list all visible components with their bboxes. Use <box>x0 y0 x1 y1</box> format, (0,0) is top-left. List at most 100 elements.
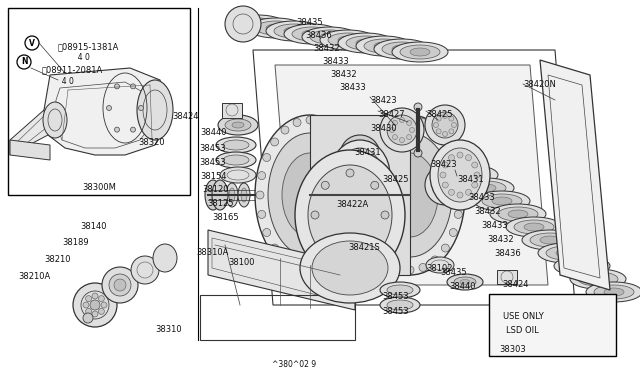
Ellipse shape <box>248 21 268 29</box>
Ellipse shape <box>392 42 448 62</box>
Circle shape <box>258 171 266 180</box>
Circle shape <box>340 172 346 178</box>
Circle shape <box>371 138 379 146</box>
Circle shape <box>442 131 447 137</box>
Circle shape <box>371 244 379 252</box>
Circle shape <box>465 155 472 161</box>
Ellipse shape <box>223 155 249 165</box>
Circle shape <box>358 211 365 218</box>
Ellipse shape <box>387 285 413 295</box>
Text: 38420N: 38420N <box>523 80 556 89</box>
Ellipse shape <box>238 183 250 207</box>
Ellipse shape <box>347 222 373 248</box>
Ellipse shape <box>338 36 358 44</box>
Circle shape <box>472 162 477 168</box>
Circle shape <box>357 152 363 158</box>
Ellipse shape <box>328 33 368 47</box>
Ellipse shape <box>225 6 261 42</box>
Text: 38424: 38424 <box>502 280 529 289</box>
Circle shape <box>363 228 371 237</box>
Ellipse shape <box>492 197 512 205</box>
Text: 38310A: 38310A <box>196 248 228 257</box>
Ellipse shape <box>522 230 578 250</box>
Ellipse shape <box>530 233 570 247</box>
Circle shape <box>431 126 439 134</box>
Circle shape <box>256 191 264 199</box>
Ellipse shape <box>508 210 528 218</box>
Ellipse shape <box>220 167 256 183</box>
Circle shape <box>457 192 463 198</box>
Text: ⓘ08911-2081A: ⓘ08911-2081A <box>42 65 103 74</box>
Circle shape <box>319 119 327 126</box>
Text: Ⓥ08915-1381A: Ⓥ08915-1381A <box>58 42 120 51</box>
Circle shape <box>454 211 462 218</box>
Ellipse shape <box>432 112 458 138</box>
Ellipse shape <box>392 45 412 53</box>
Text: 38425: 38425 <box>426 110 452 119</box>
Circle shape <box>90 300 100 310</box>
Circle shape <box>456 191 464 199</box>
Text: 38431: 38431 <box>354 148 381 157</box>
Circle shape <box>406 116 414 124</box>
Circle shape <box>465 189 472 195</box>
Circle shape <box>258 211 266 218</box>
Ellipse shape <box>380 297 420 313</box>
Circle shape <box>457 152 463 158</box>
Circle shape <box>358 171 365 180</box>
Text: 38440: 38440 <box>449 282 476 291</box>
Circle shape <box>106 106 111 110</box>
Ellipse shape <box>347 142 373 168</box>
Circle shape <box>392 121 397 125</box>
Circle shape <box>393 119 401 126</box>
Circle shape <box>262 228 271 237</box>
Circle shape <box>306 116 314 124</box>
Circle shape <box>356 191 364 199</box>
Circle shape <box>86 308 92 314</box>
Ellipse shape <box>310 30 350 44</box>
Ellipse shape <box>216 152 256 168</box>
Ellipse shape <box>425 105 465 145</box>
Polygon shape <box>310 115 410 275</box>
Ellipse shape <box>425 165 465 205</box>
Circle shape <box>474 172 480 178</box>
Ellipse shape <box>604 288 624 296</box>
Ellipse shape <box>226 183 238 207</box>
Text: 38427: 38427 <box>378 110 404 119</box>
Ellipse shape <box>382 153 438 237</box>
Circle shape <box>346 169 354 177</box>
Text: 38435: 38435 <box>296 18 323 27</box>
Text: 38432: 38432 <box>330 70 356 79</box>
Text: 38425: 38425 <box>382 175 408 184</box>
Circle shape <box>321 181 329 189</box>
Ellipse shape <box>102 267 138 303</box>
Ellipse shape <box>346 36 386 50</box>
Circle shape <box>454 171 462 180</box>
Ellipse shape <box>356 36 412 56</box>
Circle shape <box>293 263 301 272</box>
Circle shape <box>399 138 404 142</box>
Text: 38300M: 38300M <box>82 183 116 192</box>
Circle shape <box>83 302 89 308</box>
Circle shape <box>374 172 380 178</box>
Text: LSD OIL: LSD OIL <box>506 326 539 335</box>
Circle shape <box>449 116 454 121</box>
Ellipse shape <box>546 246 586 260</box>
Text: ^380^02 9: ^380^02 9 <box>272 360 316 369</box>
Ellipse shape <box>295 150 405 280</box>
Ellipse shape <box>266 21 322 41</box>
Circle shape <box>83 313 93 323</box>
Circle shape <box>406 266 414 274</box>
Circle shape <box>293 119 301 126</box>
Text: 38453: 38453 <box>199 158 226 167</box>
Circle shape <box>442 138 449 146</box>
Ellipse shape <box>368 133 452 257</box>
Circle shape <box>371 181 379 189</box>
Ellipse shape <box>212 180 228 210</box>
Ellipse shape <box>300 233 400 303</box>
Ellipse shape <box>400 45 440 59</box>
Ellipse shape <box>230 15 286 35</box>
Bar <box>222 103 242 118</box>
Circle shape <box>449 189 454 195</box>
Ellipse shape <box>274 24 314 38</box>
Ellipse shape <box>268 133 352 257</box>
